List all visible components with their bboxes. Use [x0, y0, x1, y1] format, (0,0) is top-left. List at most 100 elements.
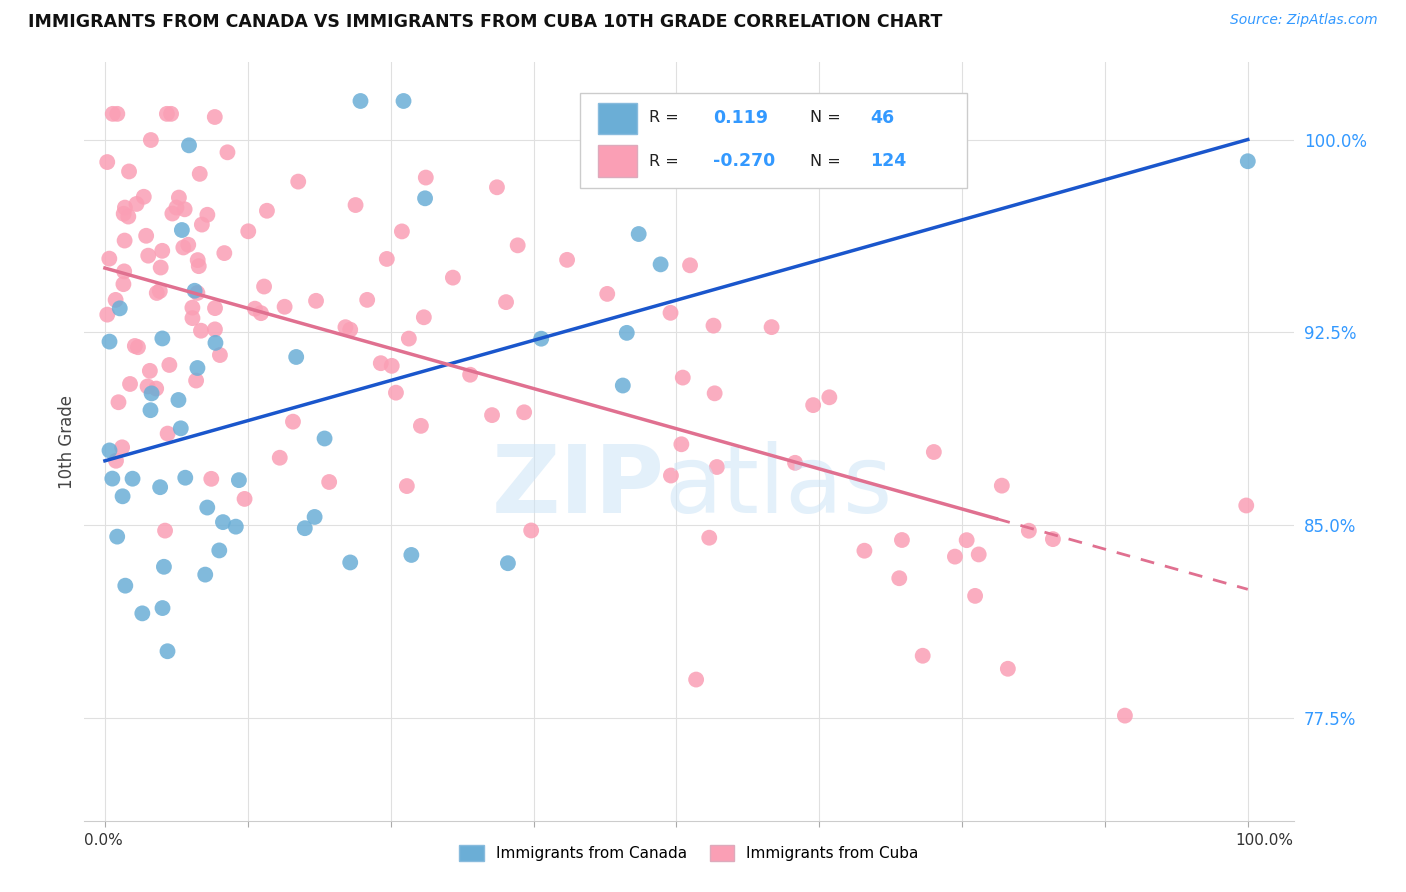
Point — [385, 385, 408, 400]
Text: 0.0%: 0.0% — [84, 833, 124, 848]
Point — [114, 579, 136, 593]
Point — [485, 180, 508, 194]
Point — [174, 471, 197, 485]
Point — [149, 260, 172, 275]
Point — [495, 295, 517, 310]
Point — [305, 293, 328, 308]
Point — [157, 358, 180, 372]
Point — [152, 601, 174, 615]
Point — [801, 398, 824, 412]
Point — [706, 460, 728, 475]
Point — [187, 253, 209, 268]
Point — [965, 589, 987, 603]
Point — [204, 110, 226, 124]
Point — [105, 107, 128, 121]
Point — [186, 285, 208, 300]
Text: N =: N = — [810, 111, 841, 125]
Point — [195, 500, 218, 515]
Text: atlas: atlas — [665, 441, 893, 533]
Point — [132, 190, 155, 204]
Point — [160, 107, 183, 121]
Point — [596, 286, 619, 301]
Text: R =: R = — [650, 153, 679, 169]
Point — [702, 318, 724, 333]
Point — [217, 145, 239, 160]
Point — [170, 223, 193, 237]
Point — [204, 322, 226, 336]
Point — [853, 543, 876, 558]
Point — [671, 437, 693, 451]
Point — [214, 246, 236, 260]
Point — [401, 548, 423, 562]
Point — [112, 207, 135, 221]
Point — [117, 210, 139, 224]
Point — [238, 224, 260, 238]
Point — [149, 480, 172, 494]
Point — [131, 607, 153, 621]
Point — [186, 361, 208, 376]
Point — [146, 285, 169, 300]
Point — [184, 374, 207, 388]
Point — [392, 94, 415, 108]
Point — [243, 301, 266, 316]
Point — [287, 175, 309, 189]
Point — [659, 468, 682, 483]
Point — [181, 311, 204, 326]
Point — [98, 252, 121, 266]
Point — [344, 198, 367, 212]
Point — [269, 450, 291, 465]
Point — [228, 473, 250, 487]
Point — [922, 445, 945, 459]
Point — [204, 301, 226, 315]
FancyBboxPatch shape — [599, 145, 637, 177]
Point — [208, 348, 231, 362]
Point — [943, 549, 966, 564]
Point — [156, 644, 179, 658]
Point — [335, 320, 357, 334]
Point — [612, 378, 634, 392]
Point — [679, 258, 702, 272]
Point — [150, 331, 173, 345]
Point — [391, 224, 413, 238]
Point — [530, 332, 553, 346]
Point — [96, 155, 118, 169]
Point — [285, 350, 308, 364]
Point — [114, 201, 136, 215]
Point — [956, 533, 979, 548]
Point — [183, 284, 205, 298]
Point — [481, 408, 503, 422]
Point — [149, 284, 172, 298]
Point — [697, 531, 720, 545]
Point — [145, 382, 167, 396]
Point — [685, 673, 707, 687]
Point — [181, 301, 204, 315]
Point — [650, 257, 672, 271]
Point — [381, 359, 404, 373]
Point — [1018, 524, 1040, 538]
Point — [413, 191, 436, 205]
Point — [111, 489, 134, 503]
Point — [250, 306, 273, 320]
Text: 124: 124 — [870, 152, 907, 170]
Point — [107, 395, 129, 409]
Point — [156, 107, 179, 121]
Point — [997, 662, 1019, 676]
Point — [256, 203, 278, 218]
Point — [108, 301, 131, 316]
Point — [114, 234, 136, 248]
Point — [318, 475, 340, 489]
Point — [153, 524, 176, 538]
Point — [506, 238, 529, 252]
Point — [167, 190, 190, 204]
Text: ZIP: ZIP — [492, 441, 665, 533]
Point — [304, 510, 326, 524]
Point — [281, 415, 304, 429]
Point — [190, 324, 212, 338]
Point — [1114, 708, 1136, 723]
Point — [204, 335, 226, 350]
Point — [627, 227, 650, 241]
Point — [890, 533, 912, 547]
FancyBboxPatch shape — [581, 93, 967, 187]
Point — [127, 340, 149, 354]
Point — [167, 392, 190, 407]
